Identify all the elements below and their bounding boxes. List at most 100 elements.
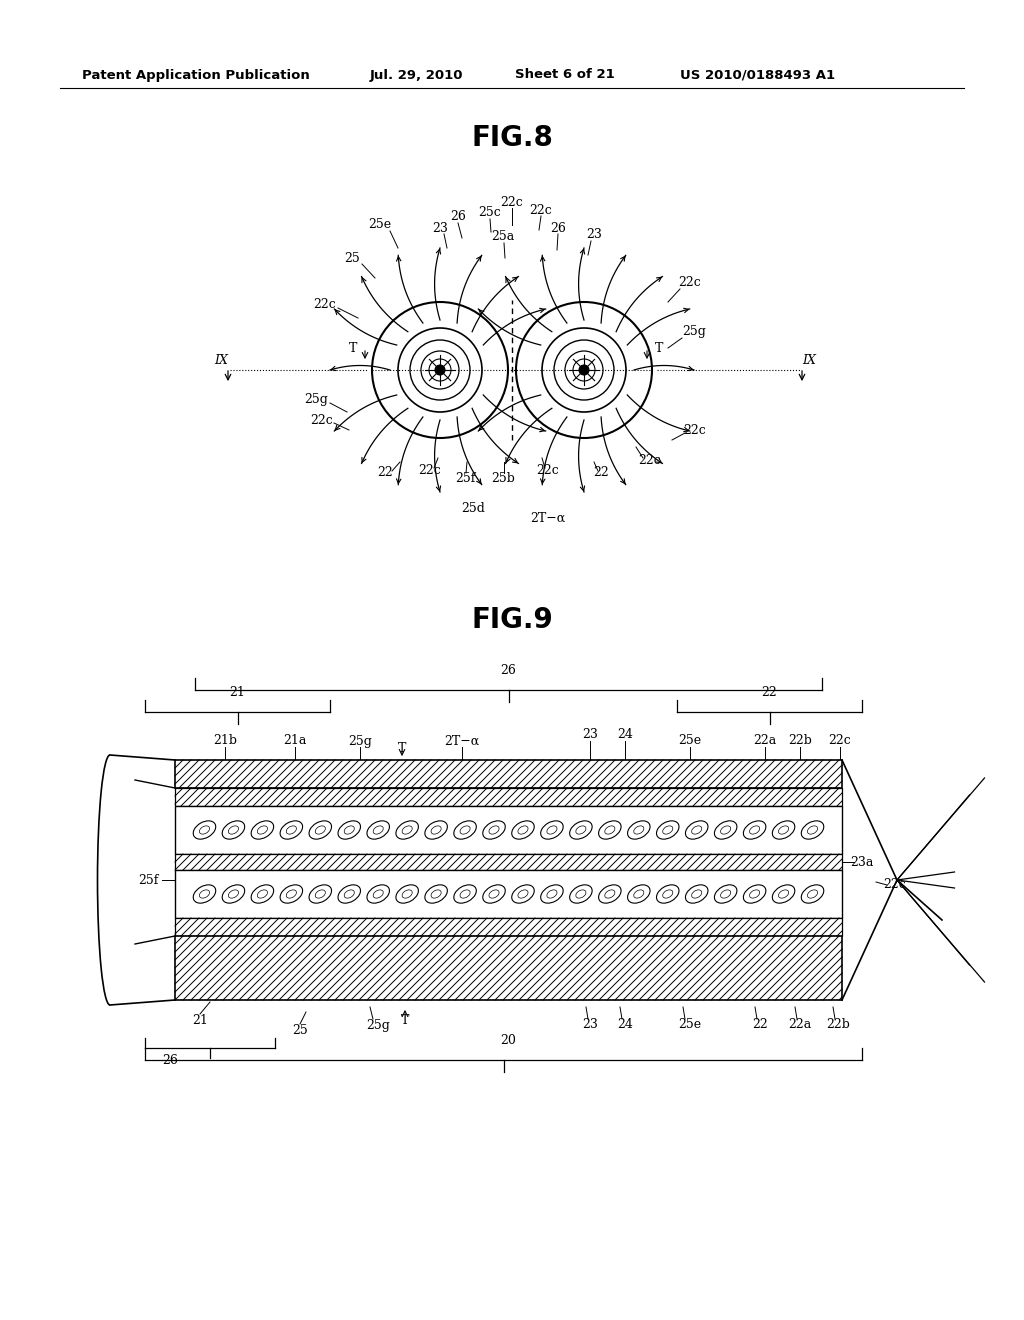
Ellipse shape	[575, 826, 586, 834]
Text: IX: IX	[214, 354, 228, 367]
Text: Patent Application Publication: Patent Application Publication	[82, 69, 309, 82]
Ellipse shape	[569, 884, 592, 903]
Text: 26: 26	[501, 664, 516, 676]
Text: Jul. 29, 2010: Jul. 29, 2010	[370, 69, 464, 82]
Ellipse shape	[200, 826, 210, 834]
Ellipse shape	[801, 884, 823, 903]
Text: 23a: 23a	[850, 855, 873, 869]
Ellipse shape	[750, 826, 760, 834]
Ellipse shape	[194, 821, 216, 840]
Text: 25b: 25b	[492, 471, 515, 484]
Ellipse shape	[281, 884, 302, 903]
Ellipse shape	[743, 884, 766, 903]
Text: 22c: 22c	[639, 454, 662, 466]
Ellipse shape	[222, 884, 245, 903]
Ellipse shape	[656, 884, 679, 903]
Ellipse shape	[309, 884, 332, 903]
Bar	[175, 854, 842, 870]
Ellipse shape	[402, 826, 413, 834]
Ellipse shape	[547, 890, 557, 898]
Ellipse shape	[338, 821, 360, 840]
Ellipse shape	[287, 826, 296, 834]
Text: Sheet 6 of 21: Sheet 6 of 21	[515, 69, 614, 82]
Ellipse shape	[628, 821, 650, 840]
Text: 26: 26	[550, 222, 566, 235]
Ellipse shape	[663, 890, 673, 898]
Bar	[175, 807, 842, 854]
Text: 23: 23	[582, 729, 598, 742]
Ellipse shape	[512, 884, 535, 903]
Ellipse shape	[367, 821, 389, 840]
Text: 22c: 22c	[313, 298, 336, 312]
Text: 22a: 22a	[754, 734, 776, 747]
Text: 22c: 22c	[684, 424, 707, 437]
Ellipse shape	[489, 826, 499, 834]
Ellipse shape	[460, 826, 470, 834]
Text: 25g: 25g	[682, 326, 706, 338]
Ellipse shape	[715, 821, 737, 840]
Ellipse shape	[808, 890, 817, 898]
Ellipse shape	[575, 890, 586, 898]
Text: 23: 23	[432, 222, 447, 235]
Ellipse shape	[518, 890, 528, 898]
Text: 25a: 25a	[492, 231, 515, 243]
Ellipse shape	[344, 826, 354, 834]
Text: 22: 22	[593, 466, 609, 479]
Ellipse shape	[194, 884, 216, 903]
Text: 2T−α: 2T−α	[444, 734, 479, 747]
Bar	[175, 760, 842, 788]
Ellipse shape	[778, 826, 788, 834]
Ellipse shape	[425, 884, 447, 903]
Ellipse shape	[750, 890, 760, 898]
Ellipse shape	[541, 884, 563, 903]
Ellipse shape	[685, 821, 708, 840]
Ellipse shape	[512, 821, 535, 840]
Ellipse shape	[315, 890, 326, 898]
Text: 24: 24	[617, 1019, 633, 1031]
Text: 25g: 25g	[348, 734, 372, 747]
Text: 22c: 22c	[537, 463, 559, 477]
Text: T: T	[655, 342, 664, 355]
Ellipse shape	[801, 821, 823, 840]
Bar	[175, 917, 842, 936]
Text: 22c: 22c	[679, 276, 701, 289]
Ellipse shape	[431, 826, 441, 834]
Text: 22b: 22b	[788, 734, 812, 747]
Text: 25e: 25e	[369, 219, 391, 231]
Ellipse shape	[373, 826, 383, 834]
Ellipse shape	[309, 821, 332, 840]
Text: 23: 23	[582, 1019, 598, 1031]
Ellipse shape	[541, 821, 563, 840]
Ellipse shape	[721, 890, 731, 898]
Ellipse shape	[367, 884, 389, 903]
Ellipse shape	[634, 826, 644, 834]
Text: 25d: 25d	[461, 502, 485, 515]
Ellipse shape	[569, 821, 592, 840]
Text: 23: 23	[586, 228, 602, 242]
Text: 25f: 25f	[455, 471, 475, 484]
Text: IX: IX	[802, 354, 816, 367]
Ellipse shape	[518, 826, 528, 834]
Ellipse shape	[396, 884, 419, 903]
Text: 22c: 22c	[501, 195, 523, 209]
Ellipse shape	[315, 826, 326, 834]
Ellipse shape	[257, 826, 267, 834]
Ellipse shape	[634, 890, 644, 898]
Ellipse shape	[460, 890, 470, 898]
Ellipse shape	[287, 890, 296, 898]
Text: 21: 21	[229, 685, 246, 698]
Ellipse shape	[772, 821, 795, 840]
Text: 22b: 22b	[826, 1019, 850, 1031]
Ellipse shape	[482, 821, 505, 840]
Text: 2T−α: 2T−α	[530, 511, 565, 524]
Text: 22a: 22a	[788, 1019, 812, 1031]
Ellipse shape	[599, 821, 622, 840]
Text: 22c: 22c	[310, 413, 334, 426]
Text: 25: 25	[344, 252, 359, 264]
Text: 25c: 25c	[478, 206, 502, 219]
Text: 26: 26	[451, 210, 466, 223]
Text: T: T	[397, 742, 407, 755]
Text: FIG.9: FIG.9	[471, 606, 553, 634]
Ellipse shape	[808, 826, 817, 834]
Text: T: T	[400, 1014, 410, 1027]
